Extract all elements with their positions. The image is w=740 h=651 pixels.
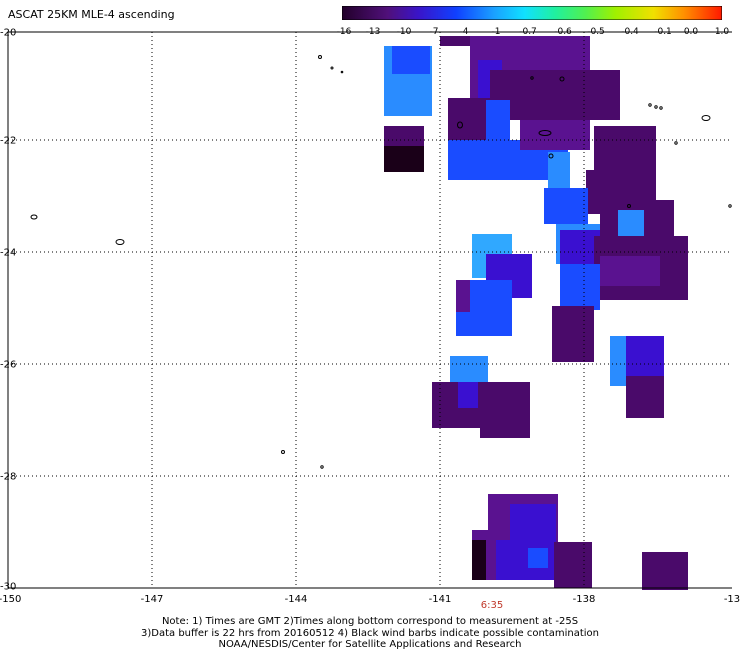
lon-label: -141: [428, 594, 452, 605]
lat-label: -26: [0, 359, 17, 371]
lon-label: -138: [572, 594, 596, 605]
note-line-2: 3)Data buffer is 22 hrs from 20160512 4)…: [141, 628, 599, 639]
lat-label: -30: [0, 581, 17, 593]
gridlines: [8, 32, 732, 588]
lon-label: -150: [0, 594, 22, 605]
lon-label: -13: [723, 594, 740, 605]
lat-label: -22: [0, 135, 17, 147]
note-line-1: Note: 1) Times are GMT 2)Times along bot…: [161, 616, 579, 627]
lat-label: -24: [0, 247, 17, 259]
lon-label: -147: [140, 594, 164, 605]
note-line-3: NOAA/NESDIS/Center for Satellite Applica…: [218, 639, 522, 650]
island-outlines: [30, 55, 732, 469]
lat-label: -28: [0, 471, 17, 483]
map-frame: [7, 31, 732, 589]
lon-label: -144: [284, 594, 308, 605]
map-title: ASCAT 25KM MLE-4 ascending: [8, 8, 175, 21]
colorbar: [342, 6, 722, 20]
lat-label: -20: [0, 27, 17, 39]
time-label: 6:35: [480, 600, 504, 611]
swath-tiles: [384, 36, 688, 590]
